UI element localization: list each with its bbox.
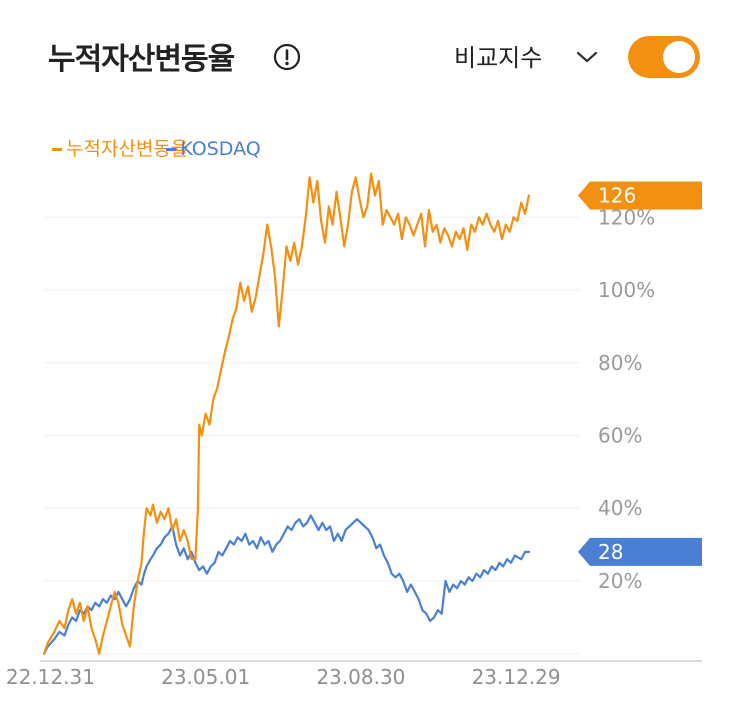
- chevron-down-icon[interactable]: [574, 48, 600, 66]
- last-value-label-kosdaq: 28: [598, 540, 623, 564]
- series-line-kosdaq: [42, 514, 530, 655]
- chart-legend: 누적자산변동율KOSDAQ: [52, 134, 261, 161]
- legend-swatch-kosdaq: [166, 148, 177, 151]
- legend-label-accumulated: 누적자산변동율: [66, 138, 189, 160]
- info-circle-icon[interactable]: [272, 42, 302, 72]
- legend-swatch-accumulated: [52, 148, 62, 151]
- series-line-accumulated: [42, 172, 530, 655]
- x-tick-label: 22.12.31: [6, 665, 95, 689]
- x-tick-label: 23.08.30: [316, 665, 405, 689]
- chart-header: 누적자산변동율 비교지수: [0, 0, 743, 110]
- last-value-tag-accumulated: [578, 181, 702, 210]
- compare-index-toggle[interactable]: [628, 36, 700, 78]
- y-tick-label: 60%: [598, 424, 642, 448]
- legend-label-kosdaq: KOSDAQ: [180, 138, 261, 160]
- page-title: 누적자산변동율: [48, 42, 235, 77]
- compare-index-label[interactable]: 비교지수: [454, 44, 543, 72]
- y-tick-label: 20%: [598, 569, 642, 593]
- toggle-knob: [663, 41, 695, 73]
- legend-item-accumulated[interactable]: 누적자산변동율: [52, 134, 188, 161]
- last-value-label-accumulated: 126: [598, 183, 636, 207]
- y-tick-label: 40%: [598, 496, 642, 520]
- last-value-tag-kosdaq: [578, 537, 702, 566]
- x-tick-label: 23.05.01: [161, 665, 250, 689]
- legend-item-kosdaq[interactable]: KOSDAQ: [166, 138, 261, 160]
- x-tick-label: 23.12.29: [472, 665, 561, 689]
- y-tick-label: 80%: [598, 351, 642, 375]
- y-tick-label: 100%: [598, 278, 655, 302]
